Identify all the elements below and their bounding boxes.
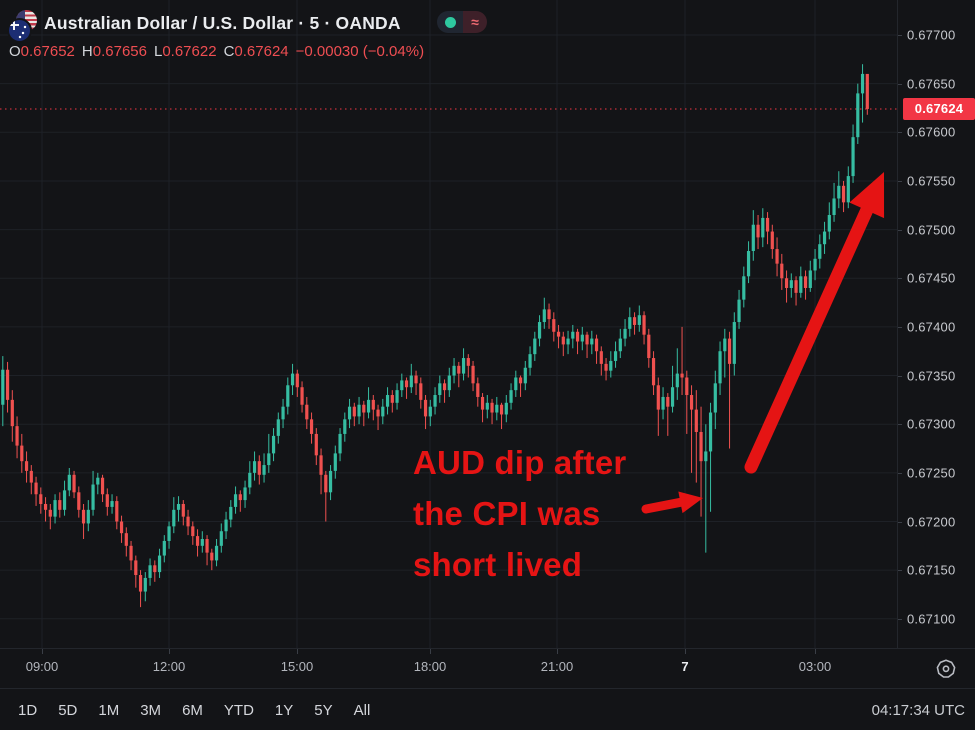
range-button-ytd[interactable]: YTD	[223, 701, 254, 719]
price-tick-mark	[898, 229, 902, 231]
time-tick-mark	[815, 649, 816, 654]
ohlc-high-value: 0.67656	[92, 43, 147, 60]
market-open-segment	[437, 11, 463, 33]
ohlc-row: O0.67652 H0.67656 L0.67622 C0.67624 −0.00030…	[9, 43, 424, 60]
time-tick-label: 21:00	[540, 659, 574, 674]
time-tick-label: 03:00	[798, 659, 832, 674]
price-tick-label: 0.67450	[907, 270, 956, 286]
price-tick-mark	[898, 521, 902, 523]
price-tick-label: 0.67100	[907, 611, 956, 627]
annotation-line: AUD dip after	[413, 444, 627, 481]
price-tick-mark	[898, 278, 902, 280]
time-tick-mark	[297, 649, 298, 654]
price-tick-label: 0.67200	[907, 514, 956, 529]
currency-pair-flags-icon	[7, 10, 39, 43]
range-button-1d[interactable]: 1D	[18, 701, 38, 719]
time-tick-label: 09:00	[25, 659, 59, 674]
ohlc-close-value: 0.67624	[234, 43, 289, 60]
price-tick-label: 0.67250	[907, 465, 956, 481]
range-buttons: 1D 5D 1M 3M 6M YTD 1Y 5Y All	[0, 699, 376, 722]
ohlc-open-key: O	[9, 43, 21, 60]
market-open-dot-icon	[444, 16, 456, 28]
price-tick-label: 0.67500	[907, 222, 956, 238]
price-axis[interactable]: 0.67624 0.67700 0.67650 0.67600 0.67550 0.67…	[897, 0, 975, 648]
price-tick-label: 0.67650	[907, 76, 956, 92]
price-tick-mark	[898, 180, 902, 182]
annotation-line: short lived	[413, 546, 583, 583]
price-tick-label: 0.67600	[907, 124, 956, 140]
candles	[1, 64, 869, 608]
time-tick-mark	[42, 649, 43, 654]
clock-utc[interactable]: 04:17:34 UTC	[871, 701, 965, 719]
price-tick-mark	[898, 83, 902, 85]
last-price-label: 0.67624	[903, 97, 975, 120]
range-button-3m[interactable]: 3M	[140, 701, 162, 719]
time-tick-label: 15:00	[280, 659, 314, 674]
time-tick-label: 18:00	[413, 659, 447, 674]
range-button-6m[interactable]: 6M	[182, 701, 203, 719]
price-tick-mark	[898, 35, 902, 36]
time-tick-mark	[557, 649, 558, 654]
ohlc-open-value: 0.67652	[20, 43, 75, 60]
price-tick-mark	[898, 375, 902, 377]
time-tick-mark	[430, 649, 431, 654]
annotation-arrow-large	[744, 172, 885, 474]
symbol-title[interactable]: Australian Dollar / U.S. Dollar · 5 · OA…	[44, 13, 401, 33]
settings-icon[interactable]	[935, 658, 957, 680]
time-tick-label: 7	[681, 659, 689, 674]
price-tick-mark	[898, 424, 902, 426]
delayed-data-icon: ≈	[463, 11, 487, 33]
market-status-toggle[interactable]: ≈	[437, 11, 487, 33]
range-button-1y[interactable]: 1Y	[274, 701, 294, 719]
bottom-toolbar: 1D 5D 1M 3M 6M YTD 1Y 5Y All 04:17:34 UTC	[0, 688, 975, 730]
price-tick-label: 0.67700	[907, 27, 956, 43]
time-axis[interactable]: 09:00 12:00 15:00 18:00 21:00 7 03:00	[0, 648, 975, 689]
time-tick-mark	[685, 649, 686, 654]
time-tick-label: 12:00	[152, 659, 186, 674]
price-tick-mark	[898, 326, 902, 328]
price-tick-label: 0.67150	[907, 562, 956, 578]
range-button-5y[interactable]: 5Y	[314, 701, 333, 719]
price-tick-mark	[898, 132, 902, 134]
range-button-5d[interactable]: 5D	[58, 701, 78, 719]
ohlc-change: −0.00030 (−0.04%)	[295, 43, 425, 60]
ohlc-close-key: C	[223, 43, 235, 60]
time-tick-mark	[169, 649, 170, 654]
annotation-arrow-small	[641, 491, 703, 514]
annotation-text: AUD dip after the CPI was short lived	[413, 437, 626, 590]
ohlc-low-key: L	[153, 43, 163, 60]
price-tick-label: 0.67300	[907, 416, 956, 432]
price-tick-label: 0.67400	[907, 319, 956, 335]
ohlc-high-key: H	[81, 43, 93, 60]
price-tick-mark	[898, 618, 902, 620]
annotation-line: the CPI was	[413, 495, 601, 532]
ohlc-low-value: 0.67622	[162, 43, 217, 60]
price-tick-mark	[898, 472, 902, 474]
price-tick-label: 0.67550	[907, 173, 956, 189]
au-flag-icon	[7, 18, 32, 43]
range-button-all[interactable]: All	[353, 701, 371, 719]
price-tick-label: 0.67350	[907, 368, 956, 384]
range-button-1m[interactable]: 1M	[98, 701, 120, 719]
candlestick-chart[interactable]	[0, 0, 897, 648]
price-tick-mark	[898, 570, 902, 572]
